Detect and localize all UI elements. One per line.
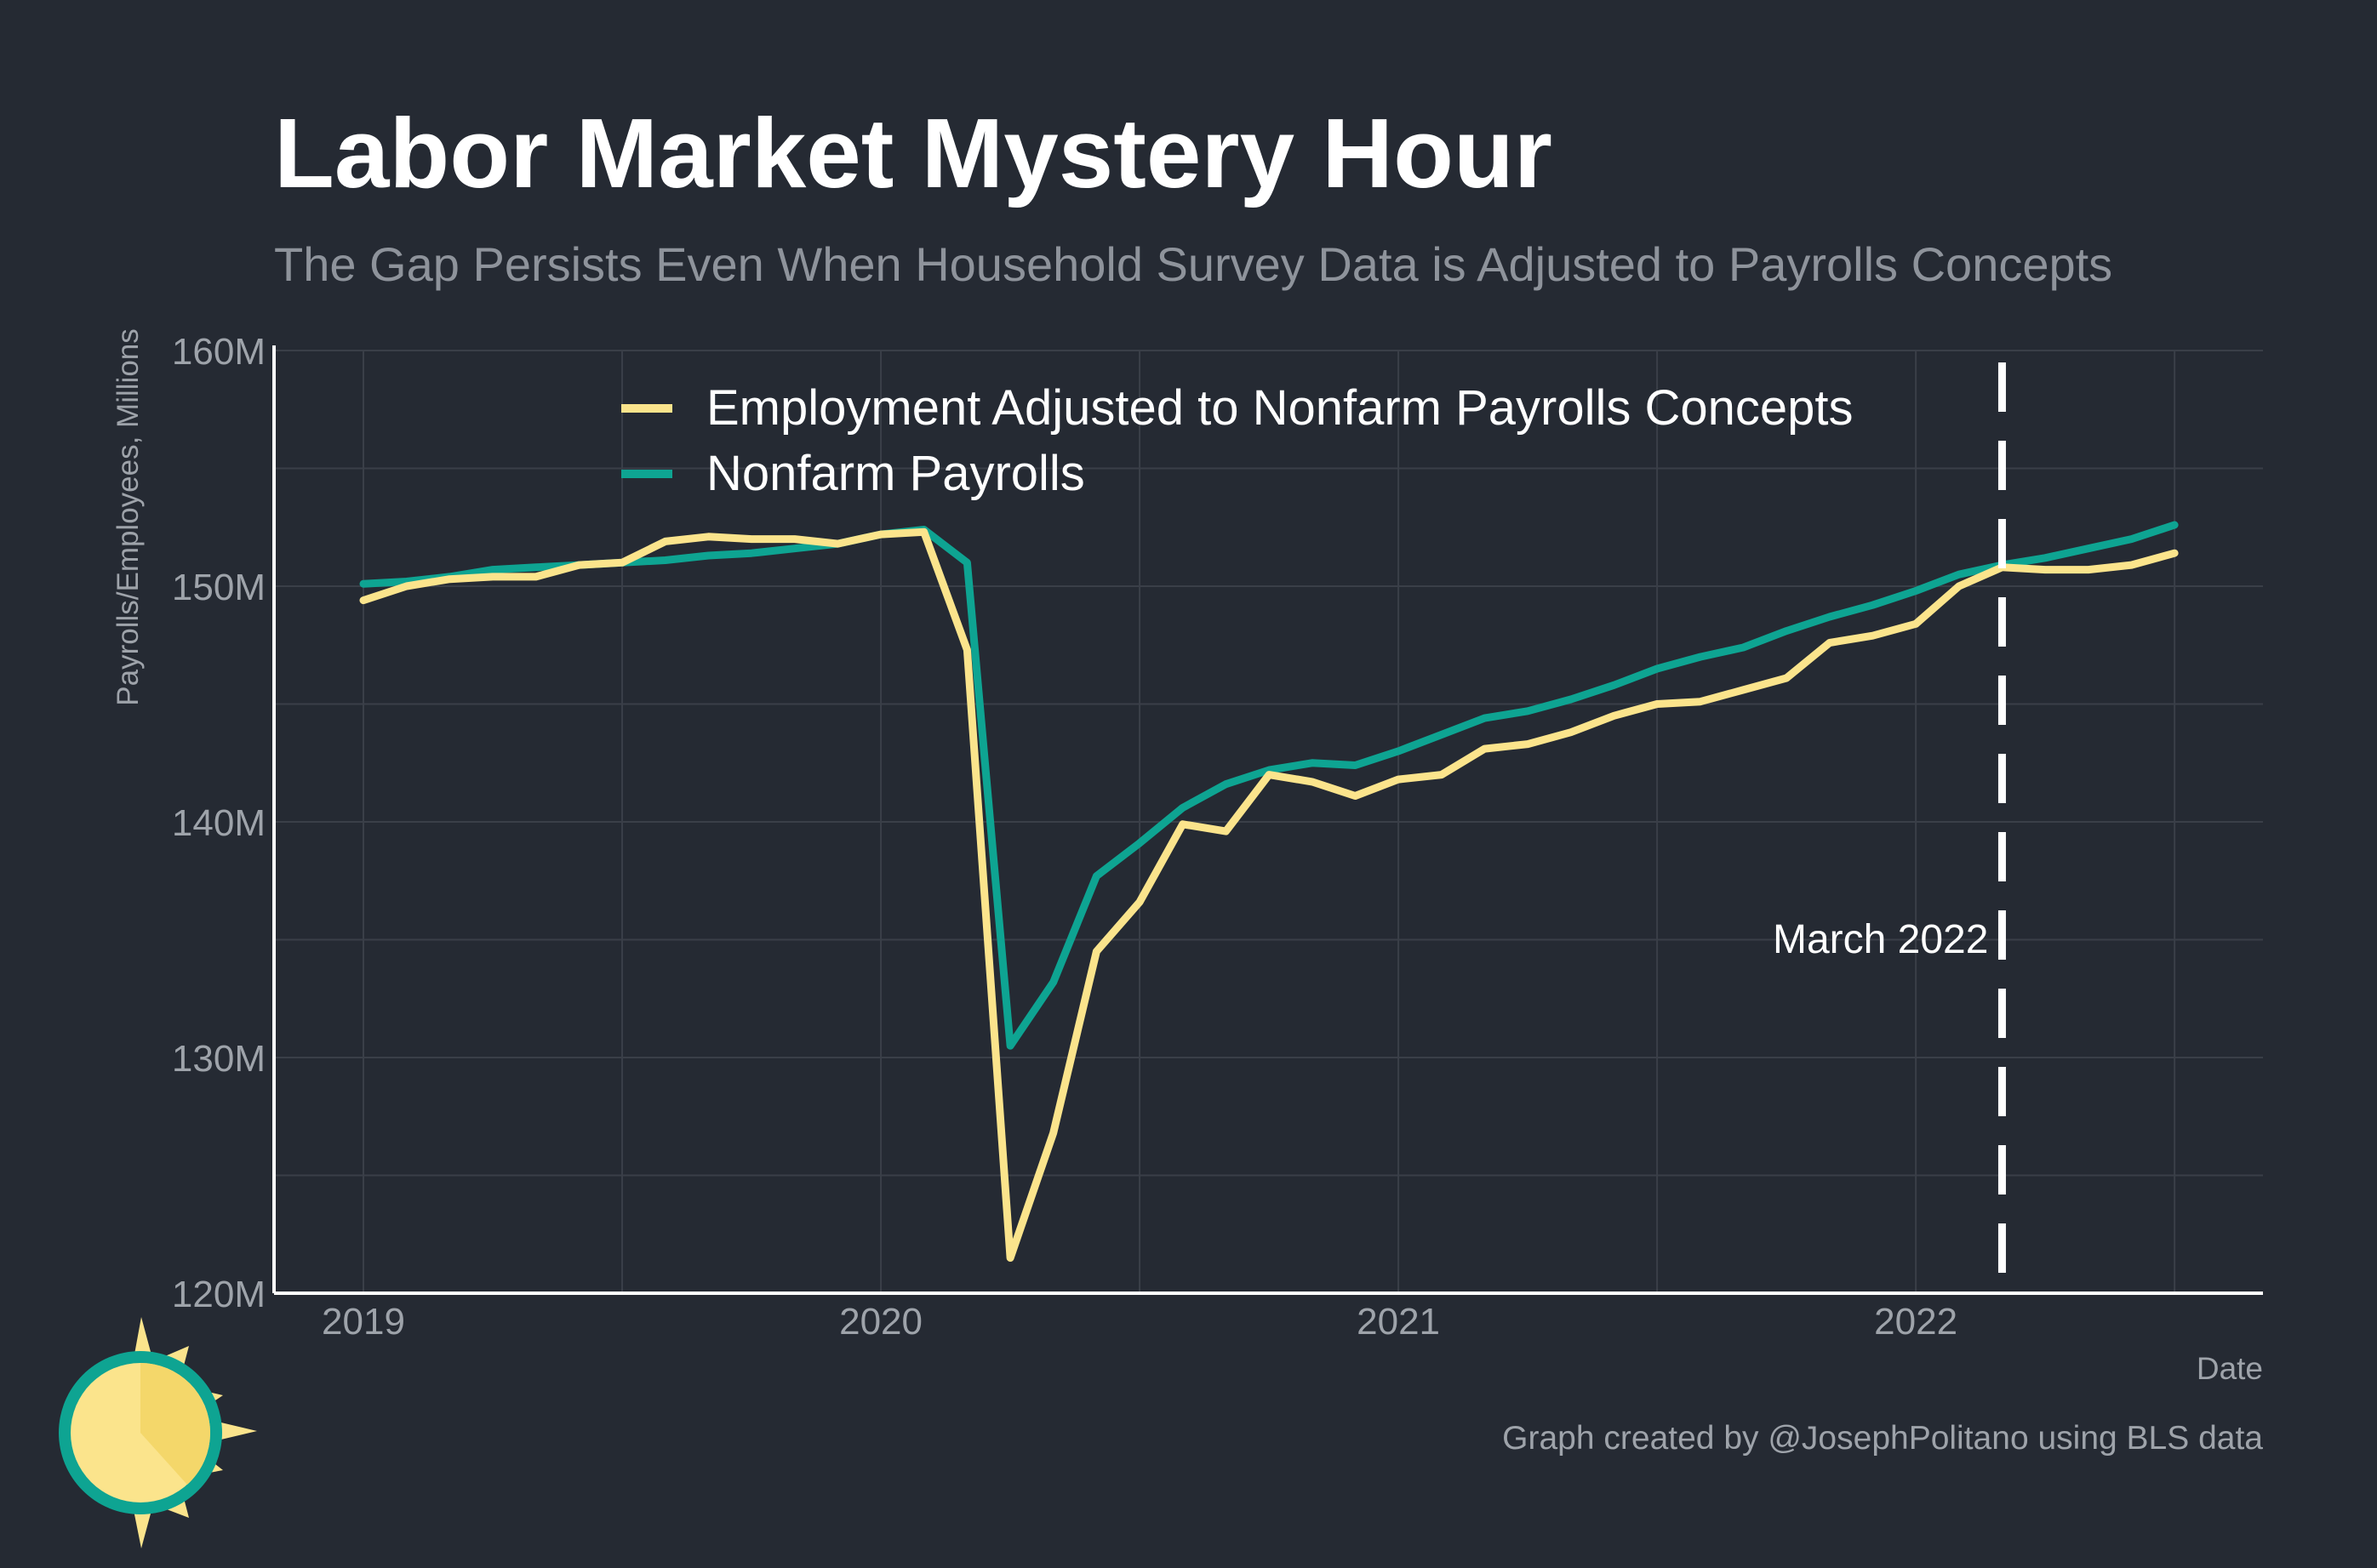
y-tick-label: 160M [172,331,266,373]
legend-label: Employment Adjusted to Nonfarm Payrolls … [706,380,1854,436]
chart-caption: Graph created by @JosephPolitano using B… [1502,1420,2263,1457]
y-tick-label: 130M [172,1038,266,1080]
series-line [359,521,2179,1050]
series-line [359,527,2179,1262]
x-tick-label: 2022 [1874,1301,1957,1343]
annotation-label: March 2022 [1773,917,1988,962]
axes: 120M 130M 140M 150M 160M 2019 2020 2021 2022 [172,331,2263,1343]
y-axis-label: Payrolls/Employees, Millions [111,328,145,705]
sun-shade [140,1363,211,1485]
sun-logo [59,1317,257,1548]
x-tick-label: 2021 [1357,1301,1440,1343]
chart-subtitle: The Gap Persists Even When Household Sur… [274,237,2112,291]
y-tick-label: 120M [172,1274,266,1315]
series-lines [359,521,2179,1262]
x-tick-label: 2020 [839,1301,923,1343]
annotations: March 2022 [1773,362,2006,1293]
chart-title: Labor Market Mystery Hour [274,98,1552,208]
legend: Employment Adjusted to Nonfarm Payrolls … [621,380,1854,501]
y-tick-label: 140M [172,802,266,844]
x-axis-label: Date [2197,1351,2263,1386]
x-tick-label: 2019 [322,1301,405,1343]
y-tick-label: 150M [172,567,266,608]
legend-label: Nonfarm Payrolls [706,446,1085,501]
grid [274,350,2263,1294]
